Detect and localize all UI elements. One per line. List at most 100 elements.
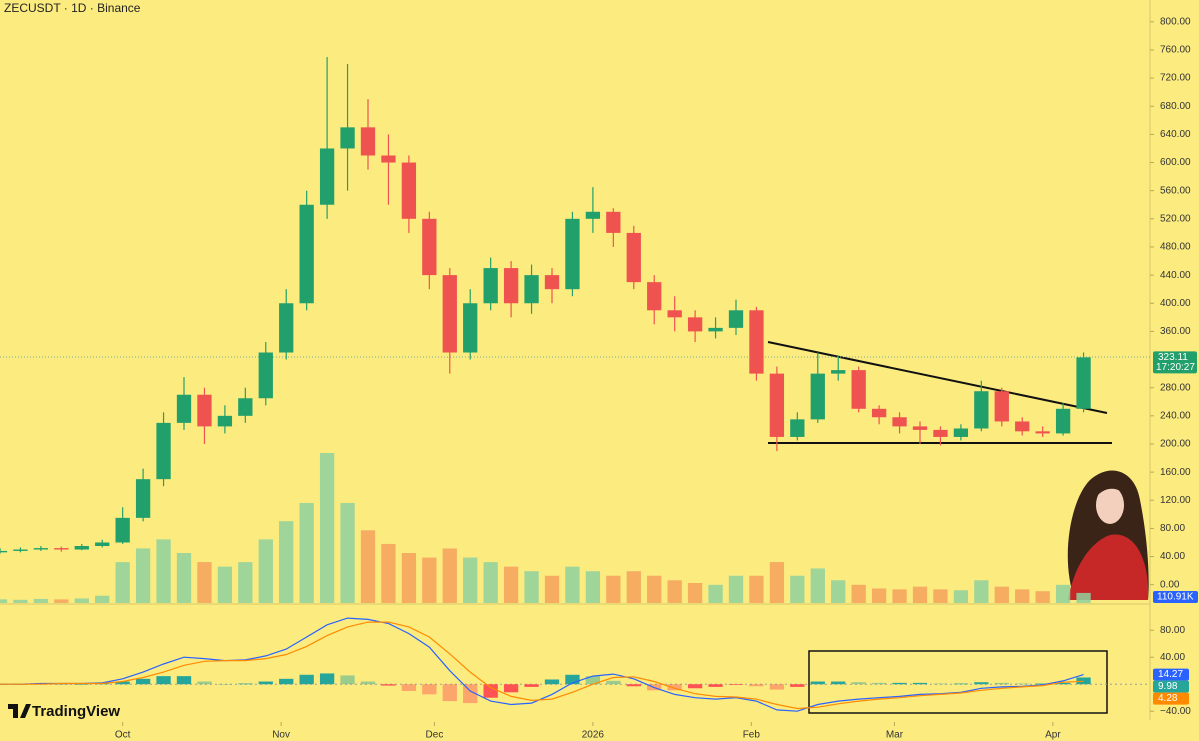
macd-histogram-bar (503, 684, 519, 693)
volume-bar (728, 575, 744, 603)
volume-bar (544, 575, 560, 603)
y-tick-label: 400.00 (1160, 298, 1191, 309)
macd-macd-line (0, 617, 1084, 712)
macd-histogram-bar (340, 675, 355, 685)
volume-bar (647, 575, 662, 603)
volume-bar (156, 539, 171, 603)
candle-body (503, 268, 519, 304)
macd-histogram-bar (769, 684, 785, 690)
y-tick-label: 160.00 (1160, 467, 1191, 478)
macd-tag-label: 14.27 (1158, 669, 1183, 680)
volume-bar (790, 575, 805, 603)
candle-body (33, 548, 49, 550)
volume-bar (769, 562, 785, 603)
candle-body (0, 550, 8, 553)
candle-body (667, 310, 682, 318)
volume-bar (463, 557, 478, 603)
volume-bar (503, 566, 519, 603)
macd-histogram-bar (790, 684, 805, 687)
candle-body (728, 310, 744, 328)
macd-histogram-bar (544, 679, 560, 685)
macd-histogram-bar (197, 681, 212, 685)
x-tick-label: Apr (1045, 730, 1061, 741)
x-tick-label: Feb (743, 730, 761, 741)
macd-histogram-bar (606, 680, 621, 685)
avatar (1067, 470, 1149, 600)
x-tick-label: Oct (115, 730, 131, 741)
candle-body (565, 218, 580, 290)
candle-body (933, 429, 948, 437)
volume-bar (667, 580, 682, 603)
candle-body (360, 127, 376, 156)
trendline (767, 341, 1108, 414)
candle-body (626, 232, 641, 283)
x-tick-label: Nov (272, 730, 290, 741)
volume-bar (442, 548, 457, 603)
candle-body (1076, 357, 1091, 409)
y-tick-label: 760.00 (1160, 45, 1191, 56)
candle-body (687, 317, 703, 332)
volume-bar (953, 590, 969, 603)
macd-histogram-bar (728, 684, 744, 685)
macd-histogram-bar (871, 682, 887, 685)
candle-body (95, 542, 110, 547)
macd-histogram-bar (974, 682, 989, 685)
macd-histogram-bar (565, 674, 580, 685)
y-tick-label: 600.00 (1160, 157, 1191, 168)
candle-body (176, 394, 192, 423)
macd-tag (1153, 680, 1189, 693)
candle-body (1035, 431, 1050, 434)
macd-histogram-bar (851, 682, 866, 685)
macd-histogram-bar (1015, 683, 1030, 685)
highlight-box (808, 650, 1108, 714)
candle-body (1055, 408, 1071, 434)
macd-histogram-bar (299, 674, 314, 685)
candle-body (279, 303, 294, 353)
y-tick-label: 640.00 (1160, 129, 1191, 140)
logo-text: TradingView (32, 703, 120, 720)
candle-body (156, 422, 171, 480)
volume-bar (54, 599, 69, 603)
candle-body (953, 428, 969, 437)
candle-body (810, 373, 825, 420)
candle-body (115, 517, 130, 543)
y-tick-label: 120.00 (1160, 495, 1191, 506)
y-tick-label: 0.00 (1160, 579, 1180, 590)
macd-histogram-bar (1055, 682, 1071, 685)
volume-bar (626, 571, 641, 603)
macd-histogram-bar (115, 681, 130, 685)
candle-body (769, 373, 785, 437)
macd-y-tick-label: 80.00 (1160, 625, 1185, 636)
volume-bar (892, 589, 907, 603)
macd-histogram-bar (319, 673, 335, 685)
macd-histogram-bar (258, 681, 273, 685)
macd-histogram-bar (912, 682, 928, 685)
y-tick-label: 680.00 (1160, 101, 1191, 112)
candle-body (790, 419, 805, 437)
volume-bar (851, 584, 866, 603)
macd-histogram-bar (442, 684, 457, 702)
macd-histogram-bar (708, 684, 723, 687)
volume-bar (381, 543, 396, 603)
candle-body (483, 268, 498, 304)
candle-body (994, 391, 1009, 422)
volume-bar (871, 588, 887, 603)
volume-bar (749, 575, 764, 603)
macd-histogram-bar (54, 684, 69, 685)
volume-tag-label: 110.91K (1157, 592, 1194, 603)
volume-bar (831, 580, 846, 603)
macd-histogram-bar (667, 684, 682, 691)
macd-histogram-bar (422, 684, 437, 695)
volume-bar (708, 584, 723, 603)
candle-body (217, 415, 233, 427)
y-tick-label: 80.00 (1160, 523, 1185, 534)
volume-bar (422, 557, 437, 603)
volume-bar (1055, 584, 1071, 603)
candle-body (524, 275, 539, 304)
macd-histogram-bar (279, 678, 294, 685)
volume-bar (279, 521, 294, 603)
macd-histogram-bar (483, 684, 498, 698)
macd-histogram-bar (749, 684, 764, 687)
macd-histogram-bar (217, 684, 233, 685)
candle-body (258, 352, 273, 399)
